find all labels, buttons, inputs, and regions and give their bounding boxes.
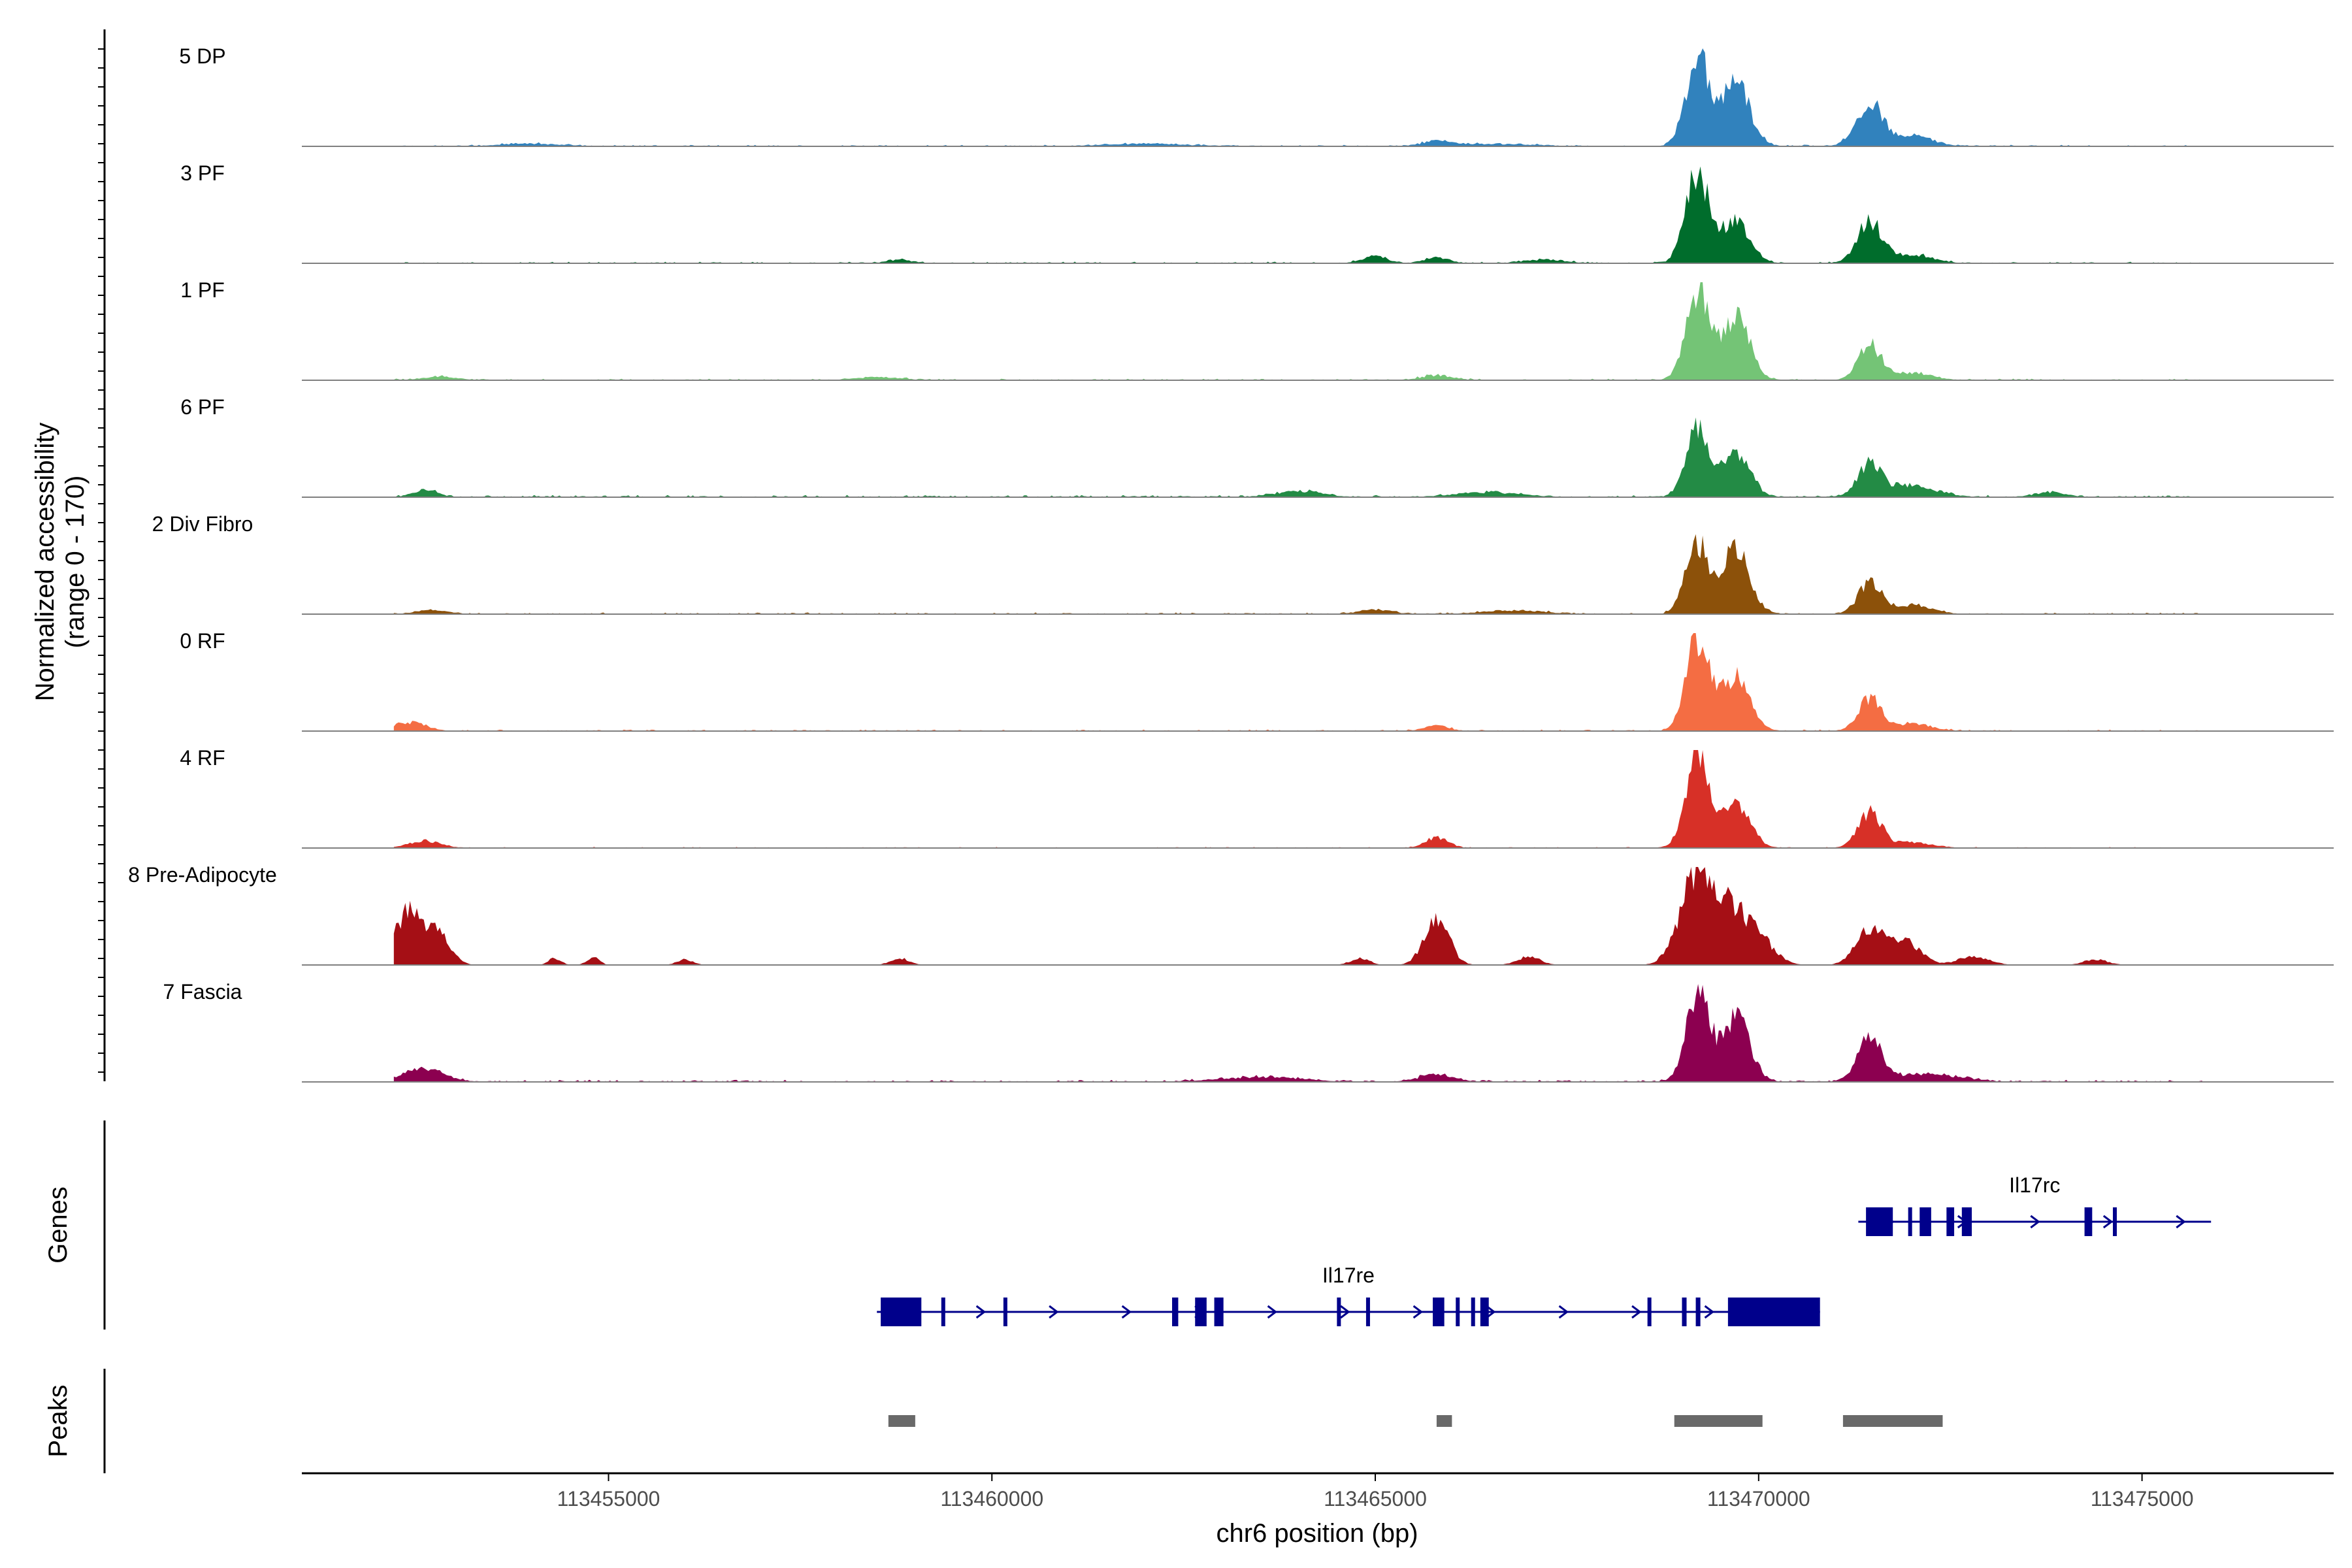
- peak-region: [1436, 1415, 1452, 1427]
- strand-arrow: [1267, 1305, 1278, 1319]
- track-7: 4 RF: [180, 746, 2334, 849]
- coverage-area: [393, 48, 2204, 146]
- x-axis-ticks: 113455000 113460000 113465000 113470000 1134…: [557, 1473, 2194, 1511]
- peak-region: [888, 1415, 915, 1427]
- track-4: 6 PF: [180, 395, 2334, 498]
- track-label: 6 PF: [180, 395, 225, 419]
- exon: [1727, 1298, 1820, 1326]
- exon: [1919, 1207, 1931, 1236]
- strand-arrow: [1486, 1305, 1496, 1319]
- y-axis-range: (range 0 - 170): [61, 476, 90, 649]
- y-axis-ticks: [98, 48, 105, 1073]
- x-tick-label: 113455000: [557, 1487, 661, 1511]
- strand-arrow: [1121, 1305, 1132, 1319]
- peaks-panel-label: Peaks: [44, 1384, 73, 1457]
- track-8: 8 Pre-Adipocyte: [128, 863, 2334, 966]
- coverage-area: [393, 166, 2204, 263]
- track-9: 7 Fascia: [163, 980, 2334, 1083]
- exon: [1695, 1298, 1701, 1326]
- y-axis-title: Normalized accessibility: [31, 423, 59, 702]
- exon: [1214, 1298, 1224, 1326]
- coverage-area: [393, 282, 2204, 380]
- coverage-area: [393, 417, 2204, 497]
- gene-label: Il17rc: [2009, 1173, 2060, 1197]
- exon: [1195, 1298, 1207, 1326]
- x-tick-label: 113460000: [940, 1487, 1043, 1511]
- genes-panel-label: Genes: [44, 1186, 73, 1264]
- x-axis-title: chr6 position (bp): [1216, 1519, 1418, 1548]
- x-tick-label: 113475000: [2091, 1487, 2194, 1511]
- exon: [2113, 1207, 2117, 1236]
- strand-arrow: [1049, 1305, 1059, 1319]
- y-axis: Normalized accessibility (range 0 - 170): [31, 29, 106, 1081]
- track-5: 2 Div Fibro: [152, 512, 2334, 615]
- strand-arrow: [1704, 1305, 1715, 1319]
- strand-arrow: [2176, 1215, 2186, 1229]
- coverage-area: [393, 867, 2204, 965]
- track-label: 1 PF: [180, 278, 225, 302]
- strand-arrow: [1631, 1305, 1642, 1319]
- strand-arrow: [2102, 1215, 2114, 1229]
- strand-arrow: [1340, 1305, 1350, 1319]
- gene-label: Il17re: [1322, 1264, 1375, 1287]
- exon: [941, 1298, 945, 1326]
- x-tick-label: 113465000: [1324, 1487, 1427, 1511]
- track-3: 1 PF: [180, 278, 2334, 381]
- exon: [1337, 1298, 1341, 1326]
- track-2: 3 PF: [180, 161, 2334, 264]
- exon: [881, 1298, 922, 1326]
- exon: [1172, 1298, 1179, 1326]
- exon: [1433, 1298, 1445, 1326]
- exon: [1682, 1298, 1687, 1326]
- exon: [1480, 1298, 1489, 1326]
- track-label: 5 DP: [179, 44, 225, 68]
- coverage-area: [393, 633, 2204, 731]
- track-label: 2 Div Fibro: [152, 512, 253, 536]
- track-label: 4 RF: [180, 746, 225, 770]
- track-6: 0 RF: [180, 629, 2334, 732]
- peak-regions: [888, 1415, 1943, 1427]
- exon: [2084, 1207, 2093, 1236]
- coverage-area: [393, 750, 2204, 848]
- track-label: 7 Fascia: [163, 980, 242, 1004]
- strand-arrow: [1413, 1305, 1424, 1319]
- track-label: 3 PF: [180, 161, 225, 185]
- exon: [1365, 1298, 1370, 1326]
- exon: [1003, 1298, 1007, 1326]
- strand-arrow: [1558, 1305, 1569, 1319]
- coverage-area: [393, 534, 2204, 614]
- track-label: 8 Pre-Adipocyte: [128, 863, 277, 887]
- genes-panel: Genes Il17rc Il17re: [44, 1120, 2212, 1330]
- gene-il17rc: Il17rc: [1858, 1173, 2212, 1236]
- exon: [1961, 1207, 1972, 1236]
- exon: [1866, 1207, 1893, 1236]
- strand-arrow: [975, 1305, 987, 1319]
- exon: [1456, 1298, 1460, 1326]
- x-axis: 113455000 113460000 113465000 113470000 1134…: [302, 1472, 2334, 1548]
- x-tick-label: 113470000: [1707, 1487, 1810, 1511]
- strand-arrow: [2030, 1215, 2040, 1229]
- gene-models: Il17rc Il17re: [877, 1173, 2212, 1326]
- coverage-tracks: 5 DP 3 PF 1 PF 6 PF 2 Div Fibro 0 RF 4 RF 8 Pre…: [128, 44, 2334, 1083]
- track-label: 0 RF: [180, 629, 225, 653]
- peaks-panel: Peaks: [44, 1369, 1943, 1473]
- peak-region: [1674, 1415, 1763, 1427]
- exon: [1647, 1298, 1652, 1326]
- coverage-area: [393, 984, 2204, 1082]
- peak-region: [1842, 1415, 1943, 1427]
- exon: [1471, 1298, 1475, 1326]
- track-1: 5 DP: [179, 44, 2334, 147]
- exon: [1946, 1207, 1955, 1236]
- gene-il17re: Il17re: [877, 1264, 1820, 1326]
- exon: [1908, 1207, 1912, 1236]
